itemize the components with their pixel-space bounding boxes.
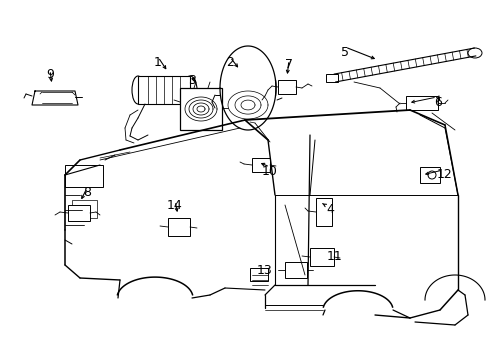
Bar: [168, 218, 190, 236]
Text: 8: 8: [83, 186, 91, 199]
Text: 9: 9: [46, 68, 54, 81]
Text: 1: 1: [154, 55, 162, 68]
Bar: [315, 198, 331, 226]
Bar: [309, 248, 333, 266]
Ellipse shape: [183, 76, 197, 104]
Text: 6: 6: [433, 95, 441, 108]
Text: 4: 4: [325, 203, 333, 216]
Bar: [405, 96, 437, 110]
Text: 13: 13: [257, 264, 272, 276]
Bar: [285, 262, 306, 278]
Bar: [325, 74, 337, 82]
Bar: [278, 80, 295, 94]
Bar: [138, 76, 190, 104]
Ellipse shape: [467, 48, 481, 58]
Text: 12: 12: [436, 168, 452, 181]
Text: 10: 10: [262, 166, 277, 179]
Text: 7: 7: [285, 58, 292, 72]
Ellipse shape: [132, 76, 143, 104]
Text: 5: 5: [340, 45, 348, 58]
Bar: [68, 205, 90, 221]
Bar: [180, 88, 222, 130]
Bar: [251, 158, 269, 172]
Bar: [65, 165, 103, 187]
Bar: [72, 200, 97, 218]
Bar: [249, 268, 267, 281]
Text: 3: 3: [188, 73, 196, 86]
Text: 14: 14: [167, 199, 183, 212]
Text: 11: 11: [326, 249, 342, 262]
Text: 2: 2: [225, 55, 233, 68]
Bar: [419, 167, 439, 183]
